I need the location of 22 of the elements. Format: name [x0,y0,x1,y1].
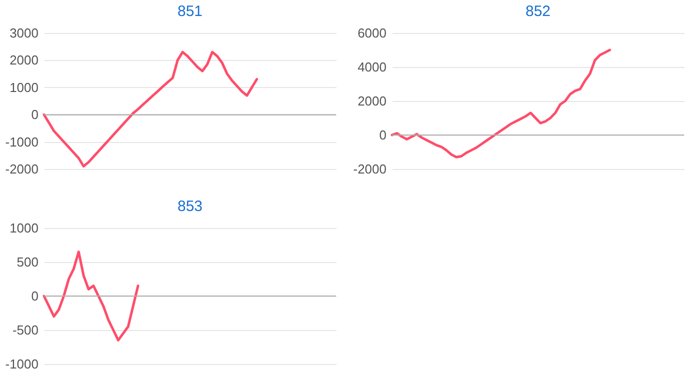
y-tick-label: 3000 [10,26,38,40]
y-tick-label: 2000 [10,52,38,68]
y-tick-label: 4000 [358,60,386,74]
chart-title: 851 [177,3,203,20]
y-tick-label: 500 [16,254,38,270]
y-tick-label: -2000 [5,162,38,176]
y-tick-label: -1000 [5,134,38,150]
chart-title: 853 [177,198,203,215]
y-tick-label: -1000 [5,356,38,372]
y-tick-label: 0 [31,107,38,122]
y-tick-label: -500 [12,322,38,338]
line-series [42,250,140,342]
y-tick-label: 1000 [10,220,38,236]
y-tick-label: 6000 [358,26,386,40]
y-tick-label: 0 [31,288,38,304]
y-tick-label: -2000 [353,162,386,176]
y-tick-label: 0 [379,128,386,142]
chart-title: 852 [525,3,551,20]
y-tick-label: 1000 [10,80,38,95]
line-series [42,50,258,168]
y-tick-label: 2000 [358,94,386,108]
line-series [390,48,612,158]
